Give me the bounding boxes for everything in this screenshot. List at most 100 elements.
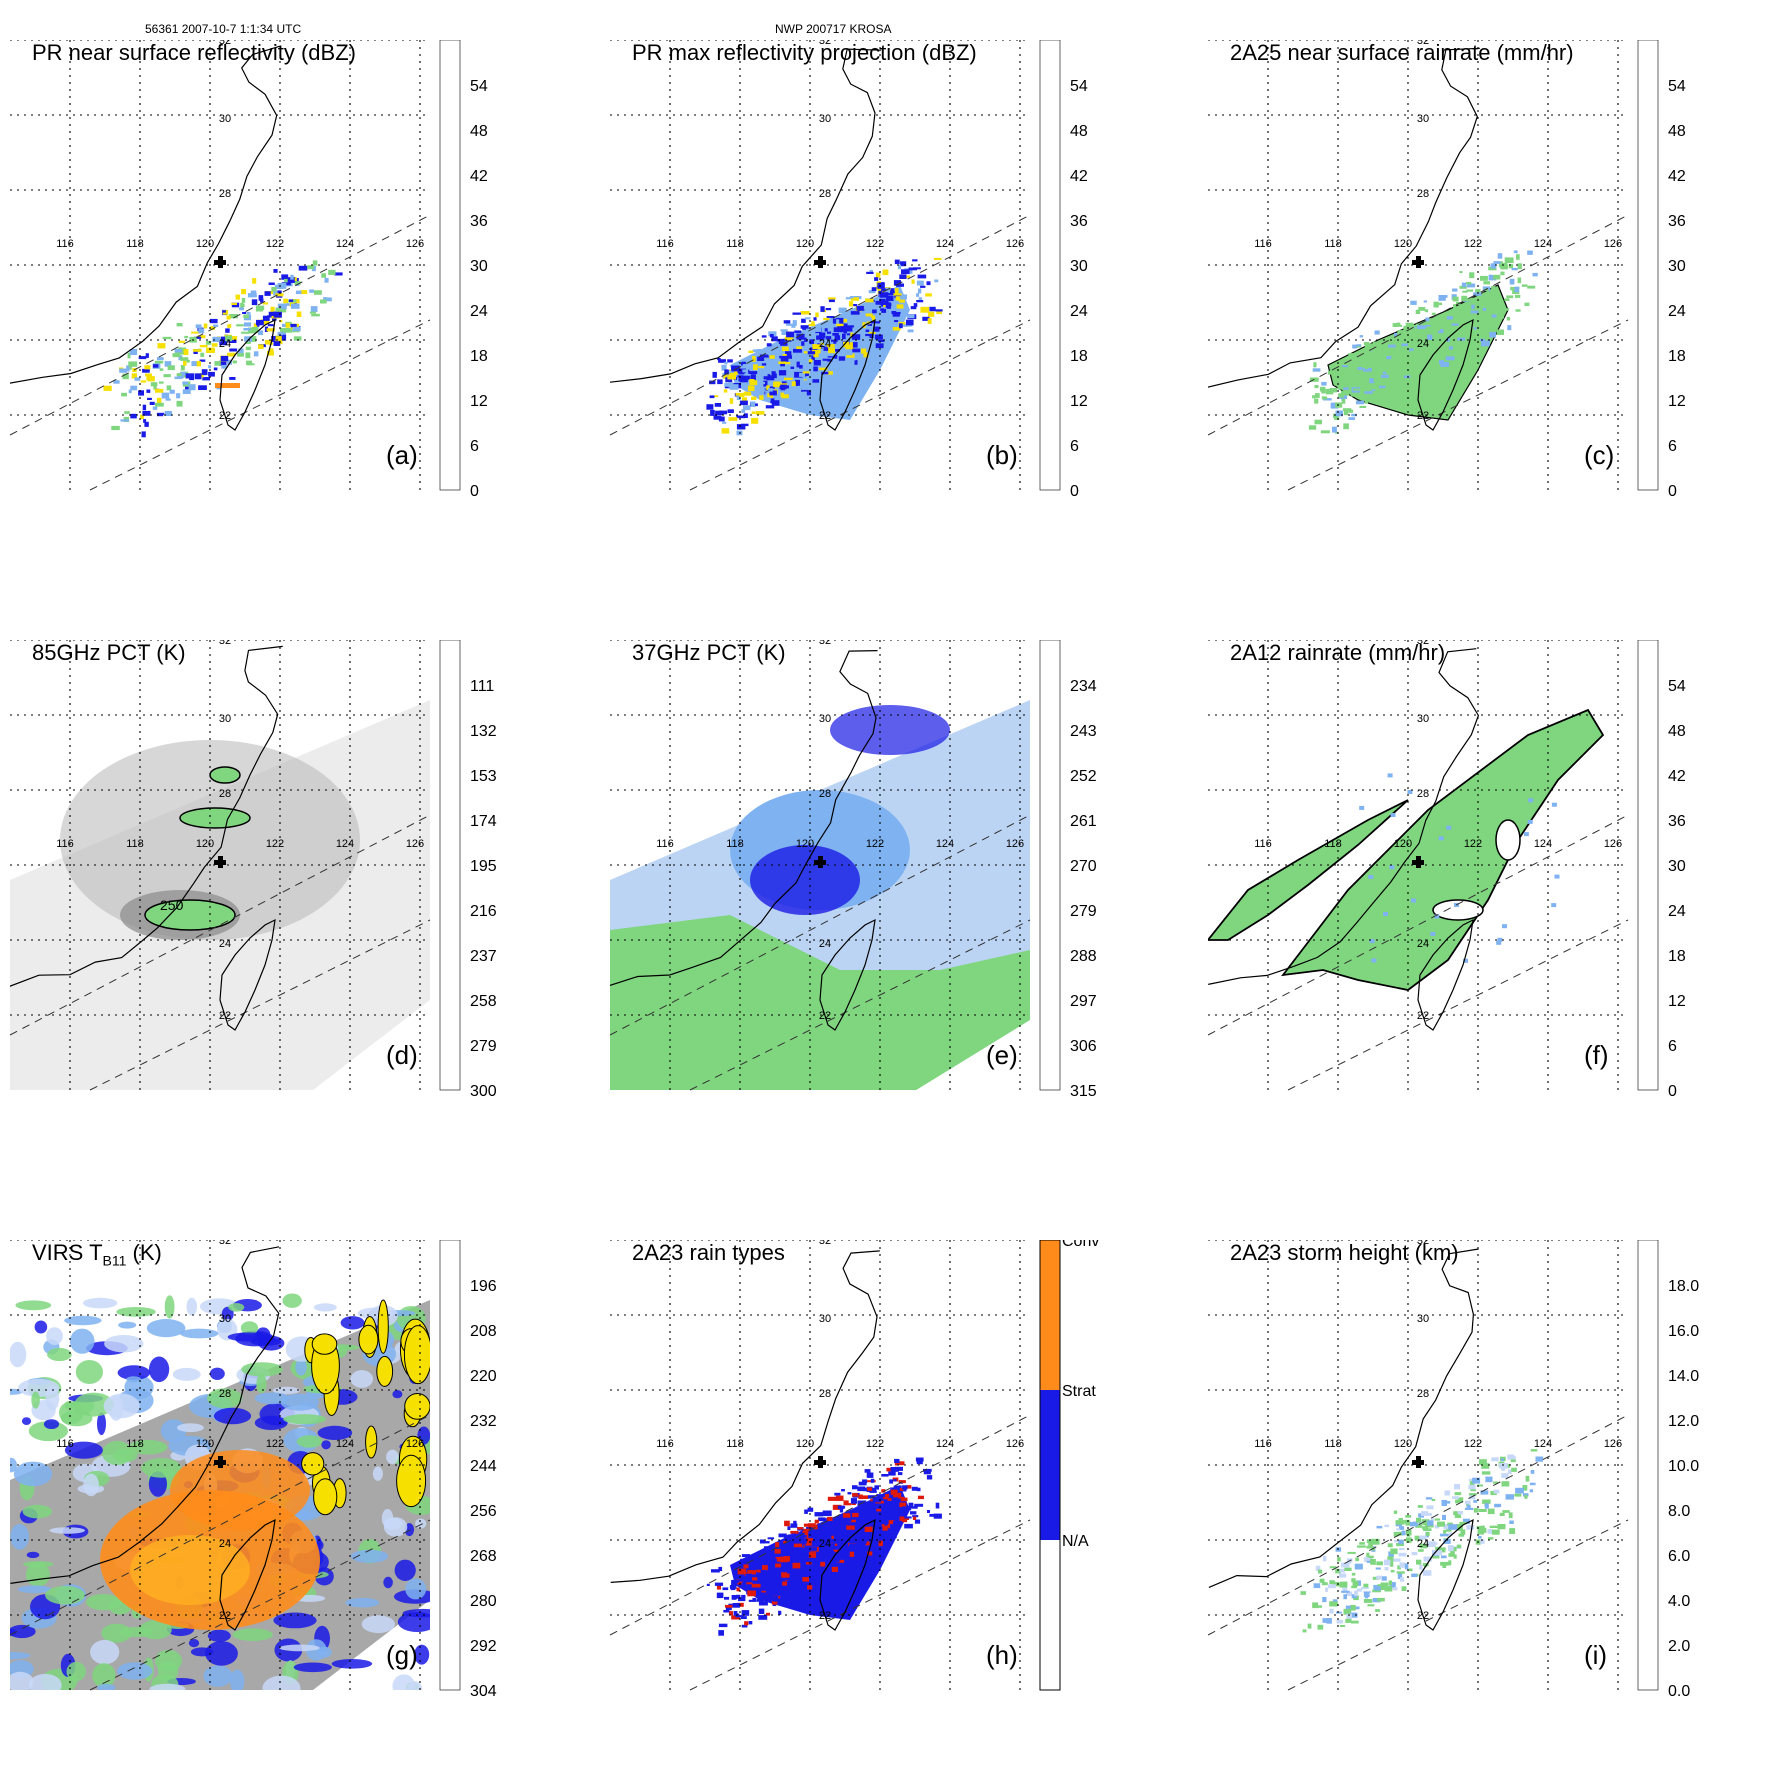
swath-edge-line	[89, 1519, 431, 1691]
pr-pixel	[803, 1530, 810, 1533]
pr-pixel	[1398, 1552, 1407, 1557]
taiwan-outline	[1417, 918, 1474, 1031]
pr-pixel	[1439, 1533, 1449, 1537]
pr-pixel	[192, 349, 202, 352]
pr-pixel	[785, 351, 792, 356]
pr-pixel	[150, 382, 158, 387]
pr-pixel	[816, 1535, 820, 1540]
pr-pixel	[780, 357, 789, 362]
cloud-cell	[83, 1473, 99, 1497]
pr-pixel	[1442, 1565, 1447, 1568]
pr-pixel	[1480, 304, 1488, 311]
pr-pixel	[840, 323, 848, 330]
pr-pixel	[1350, 391, 1355, 397]
pr-pixel	[1438, 343, 1442, 346]
pr-pixel	[1491, 1457, 1499, 1462]
colorbar-tick-label: 288	[1070, 948, 1097, 965]
pr-pixel	[875, 313, 882, 319]
pr-pixel	[157, 343, 166, 349]
pr-pixel	[244, 336, 253, 342]
pr-pixel	[760, 355, 769, 358]
pr-pixel	[846, 1547, 856, 1554]
pr-pixel	[848, 342, 854, 348]
cloud-cell	[10, 1651, 31, 1660]
pr-pixel	[933, 257, 942, 260]
pr-pixel	[229, 348, 238, 352]
pr-pixel	[1392, 1558, 1401, 1562]
pr-pixel	[1423, 1528, 1432, 1531]
pr-pixel	[1388, 1580, 1392, 1586]
pr-pixel	[826, 344, 835, 348]
pr-pixel	[920, 306, 930, 313]
cloud-cell	[45, 1586, 85, 1605]
pr-pixel	[770, 363, 779, 367]
pr-pixel	[1427, 1520, 1434, 1526]
pr-pixel	[1348, 417, 1355, 420]
colorbar-tick-label: 48	[1070, 123, 1088, 140]
outer-band-cell	[396, 1454, 427, 1508]
pr-pixel	[894, 1508, 901, 1514]
pr-pixel	[916, 293, 920, 297]
pr-pixel	[826, 1516, 833, 1521]
pr-pixel	[871, 321, 880, 324]
pr-pixel	[164, 411, 172, 416]
pr-pixel	[165, 398, 171, 401]
pr-pixel	[896, 304, 904, 309]
lat-tick-label: 32	[1417, 40, 1429, 47]
pr-pixel	[1372, 1598, 1381, 1603]
pr-pixel	[293, 336, 302, 341]
pr-pixel	[1346, 1613, 1352, 1619]
lon-tick-label: 120	[1394, 238, 1412, 250]
cloud-cell	[414, 1644, 430, 1665]
pr-pixel	[1456, 1544, 1462, 1548]
pr-pixel	[334, 272, 343, 276]
pr-pixel	[1366, 1545, 1373, 1549]
pr-pixel	[825, 1578, 830, 1584]
pr-pixel	[1340, 1562, 1350, 1568]
pr-pixel	[881, 288, 887, 292]
pr-pixel	[310, 306, 318, 312]
pr-pixel	[878, 339, 885, 342]
cloud-cell	[305, 1639, 327, 1661]
pr-pixel	[1408, 1568, 1413, 1572]
colorbar-tick-label: 237	[470, 948, 497, 965]
lat-tick-label: 32	[1417, 1240, 1429, 1247]
pr-pixel	[130, 385, 138, 391]
pr-pixel	[1404, 1563, 1409, 1570]
pr-pixel	[157, 413, 164, 417]
pr-pixel	[926, 281, 931, 286]
pr-pixel	[1396, 1528, 1400, 1531]
lat-tick-label: 30	[219, 113, 231, 125]
pr-pixel	[1405, 1529, 1412, 1536]
pr-pixel	[1458, 333, 1463, 337]
pr-pixel	[1410, 300, 1417, 305]
pr-pixel	[1446, 1501, 1451, 1504]
pr-pixel	[740, 365, 746, 369]
pr-pixel	[711, 1569, 720, 1573]
lon-tick-label: 126	[1604, 838, 1622, 850]
pr-pixel	[742, 397, 747, 403]
pr-pixel	[794, 371, 803, 378]
pr-pixel	[800, 1547, 809, 1552]
pr-pixel	[825, 1550, 830, 1555]
pr-pixel	[779, 1584, 788, 1591]
storm-center-marker	[818, 856, 823, 868]
pr-pixel	[790, 1530, 799, 1534]
cloud-cell	[313, 1303, 337, 1312]
pr-pixel	[1414, 1537, 1420, 1540]
colorbar-tick-label: 279	[470, 1038, 497, 1055]
cloud-cell	[22, 1504, 52, 1519]
pr-pixel	[780, 329, 788, 332]
pr-pixel	[1322, 1618, 1331, 1623]
pr-pixel	[865, 1534, 870, 1540]
pr-pixel	[815, 312, 819, 318]
pr-pixel	[897, 1472, 903, 1476]
pr-pixel	[1509, 278, 1515, 285]
pr-pixel	[1343, 1594, 1347, 1600]
pr-pixel	[1458, 306, 1463, 311]
pr-pixel	[857, 1486, 866, 1492]
pr-pixel	[731, 1580, 738, 1586]
pr-pixel	[275, 307, 283, 312]
colorbar-tick-label: 36	[470, 213, 488, 230]
